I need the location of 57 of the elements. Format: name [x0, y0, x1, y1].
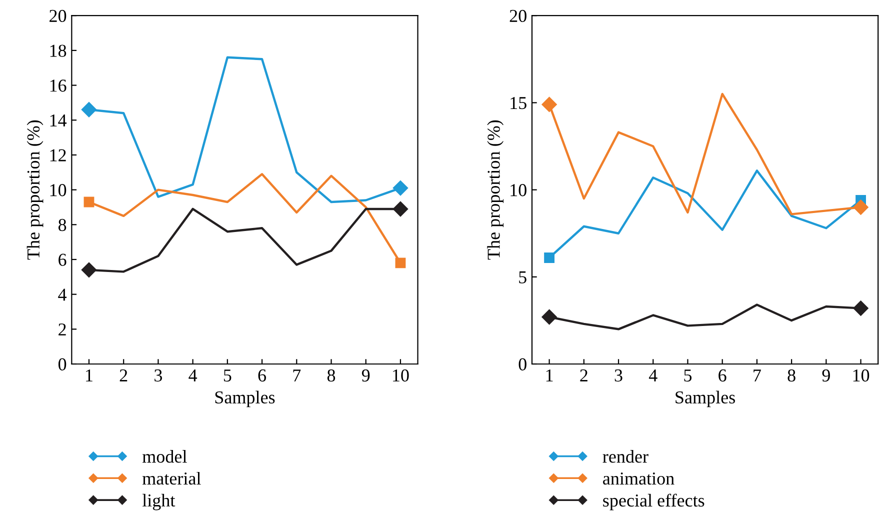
y-tick-label: 8 [58, 218, 66, 232]
point [542, 96, 557, 112]
point [81, 262, 97, 278]
x-tick-label: 4 [188, 370, 198, 382]
y-tick-label: 4 [58, 288, 67, 301]
x-tick-label: 2 [120, 369, 128, 382]
y-tick-label: 20 [50, 10, 66, 22]
y-tick-label: 10 [50, 184, 66, 196]
x-tick-label: 10 [853, 369, 870, 382]
x-tick-label: 10 [393, 369, 409, 382]
x-tick-label: 4 [648, 370, 658, 382]
y-tick-label: 15 [510, 97, 526, 110]
legend-label: model [142, 450, 187, 463]
y-tick-label: 12 [50, 149, 66, 162]
x-tick-label: 9 [362, 369, 370, 382]
y-tick-label: 10 [510, 184, 526, 196]
y-tick-label: 2 [58, 323, 66, 336]
x-tick-label: 6 [258, 369, 266, 382]
y-tick-label: 5 [519, 271, 526, 284]
point [853, 300, 868, 316]
point [542, 309, 557, 325]
x-tick-label: 8 [327, 369, 336, 382]
x-tick-label: 5 [224, 370, 232, 382]
legend-label: special effects [603, 494, 704, 510]
y-tick-label: 6 [58, 254, 66, 266]
x-tick-label: 1 [546, 369, 553, 382]
x-tick-label: 1 [86, 369, 92, 382]
x-tick-label: 7 [754, 370, 761, 382]
point [853, 200, 868, 215]
x-axis-title: Samples [676, 390, 735, 408]
x-tick-label: 8 [788, 369, 796, 382]
point [544, 252, 554, 263]
y-tick-label: 14 [50, 114, 67, 126]
point [84, 196, 94, 208]
y-axis-title: The proportion (%) [487, 120, 504, 260]
point [395, 258, 406, 268]
x-tick-label: 6 [718, 369, 726, 382]
x-tick-label: 3 [614, 369, 622, 382]
y-tick-label: 18 [50, 44, 66, 57]
x-tick-label: 5 [684, 370, 692, 382]
point [392, 201, 408, 217]
x-tick-label: 7 [293, 370, 301, 382]
y-tick-label: 20 [510, 10, 526, 22]
y-tick-label: 16 [50, 80, 66, 92]
x-tick-label: 3 [154, 369, 162, 382]
x-tick-label: 9 [822, 369, 830, 382]
point [392, 180, 408, 196]
y-tick-label: 0 [518, 358, 526, 370]
legend-label: render [602, 450, 648, 463]
point [81, 102, 97, 118]
x-tick-label: 2 [580, 369, 588, 382]
x-axis-title: Samples [215, 390, 275, 408]
y-axis-title: The proportion (%) [26, 120, 44, 260]
y-tick-label: 0 [58, 358, 66, 370]
legend-label: animation [603, 472, 674, 485]
legend-label: light [142, 494, 176, 510]
legend-label: material [142, 472, 201, 485]
